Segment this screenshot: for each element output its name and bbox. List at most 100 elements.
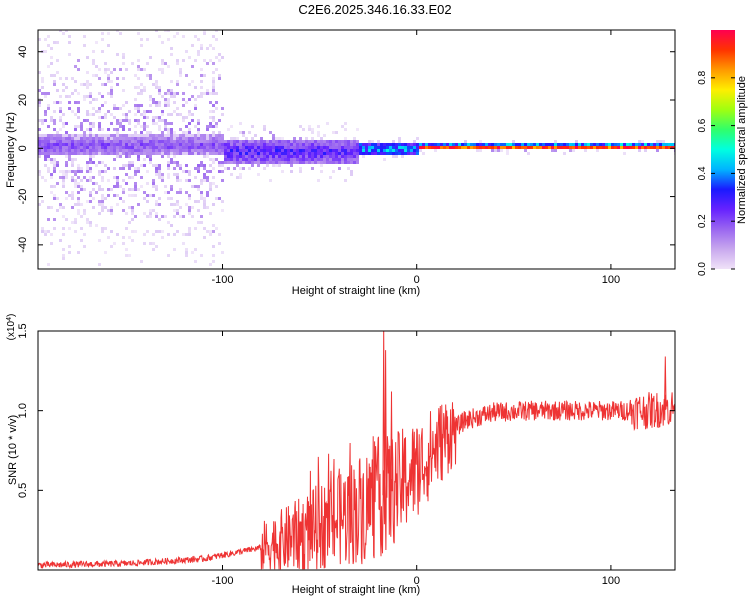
spectrogram-cell — [146, 194, 149, 197]
spectrogram-cell — [143, 140, 146, 143]
spectrogram-cell — [326, 158, 329, 161]
spectrogram-cell — [71, 143, 74, 146]
spectrogram-cell — [188, 152, 191, 155]
spectrogram-cell — [212, 134, 215, 137]
spectrogram-cell — [248, 131, 251, 134]
spectrogram-cell — [53, 80, 56, 83]
spectrogram-cell — [311, 149, 314, 152]
spectrogram-cell — [188, 98, 191, 101]
spectrogram-cell — [158, 125, 161, 128]
spectrogram-cell — [434, 146, 437, 149]
spectrogram-cell — [158, 197, 161, 200]
spectrogram-cell — [209, 158, 212, 161]
spectrogram-cell — [89, 95, 92, 98]
spectrogram-cell — [188, 122, 191, 125]
spectrogram-cell — [65, 137, 68, 140]
spectrogram-cell — [479, 143, 482, 146]
spectrogram-cell — [62, 215, 65, 218]
spectrogram-cell — [164, 119, 167, 122]
spectrogram-cell — [266, 146, 269, 149]
spectrogram-cell — [566, 143, 569, 146]
spectrogram-cell — [68, 137, 71, 140]
spectrogram-cell — [182, 35, 185, 38]
spectrogram-cell — [215, 143, 218, 146]
spectrogram-cell — [98, 110, 101, 113]
spectrogram-cell — [236, 143, 239, 146]
spectrogram-cell — [68, 155, 71, 158]
spectrogram-cell — [212, 143, 215, 146]
spectrogram-cell — [101, 203, 104, 206]
spectrogram-cell — [437, 146, 440, 149]
spectrogram-cell — [344, 155, 347, 158]
spectrogram-cell — [143, 191, 146, 194]
spectrogram-cell — [89, 149, 92, 152]
spectrogram-cell — [287, 140, 290, 143]
spectrogram-cell — [164, 62, 167, 65]
spectrogram-cell — [221, 251, 224, 254]
spectrogram-cell — [530, 146, 533, 149]
spectrogram-cell — [152, 194, 155, 197]
spectrogram-cell — [164, 30, 167, 32]
spectrogram-cell — [374, 152, 377, 155]
spectrogram-cell — [212, 182, 215, 185]
spectrogram-cell — [644, 146, 647, 149]
spectrogram-cell — [218, 119, 221, 122]
spectrogram-cell — [590, 146, 593, 149]
spectrogram-cell — [257, 149, 260, 152]
spectrogram-cell — [437, 143, 440, 146]
spectrogram-cell — [299, 146, 302, 149]
spectrogram-cell — [161, 113, 164, 116]
spectrogram-cell — [134, 170, 137, 173]
spectrogram-cell — [323, 140, 326, 143]
spectrogram-cell — [152, 242, 155, 245]
spectrogram-cell — [533, 146, 536, 149]
spectrogram-cell — [62, 173, 65, 176]
spectrogram-cell — [113, 140, 116, 143]
spectrogram-cell — [83, 44, 86, 47]
spectrogram-cell — [209, 152, 212, 155]
spectrogram-cell — [227, 167, 230, 170]
spectrogram-cell — [47, 167, 50, 170]
spectrogram-cell — [173, 92, 176, 95]
spectrogram-cell — [293, 143, 296, 146]
spectrogram-cell — [92, 137, 95, 140]
spectrogram-cell — [404, 143, 407, 146]
spectrogram-cell — [278, 146, 281, 149]
spectrogram-cell — [125, 155, 128, 158]
spectrogram-cell — [215, 152, 218, 155]
spectrogram-cell — [53, 137, 56, 140]
spectrogram-cell — [53, 146, 56, 149]
spectrogram-cell — [332, 158, 335, 161]
spectrogram-cell — [326, 161, 329, 164]
spectrogram-cell — [419, 146, 422, 149]
spectrogram-cell — [185, 203, 188, 206]
spectrogram-cell — [62, 206, 65, 209]
spectrogram-cell — [116, 182, 119, 185]
spectrogram-cell — [206, 194, 209, 197]
spectrogram-cell — [281, 161, 284, 164]
spectrogram-cell — [59, 140, 62, 143]
spectrogram-cell — [131, 62, 134, 65]
spectrogram-cell — [44, 146, 47, 149]
spectrogram-cell — [329, 140, 332, 143]
spectrogram-cell — [650, 143, 653, 146]
spectrogram-cell — [59, 203, 62, 206]
spectrogram-x-tick-label: 0 — [414, 274, 420, 286]
spectrogram-cell — [212, 119, 215, 122]
spectrogram-cell — [131, 149, 134, 152]
spectrogram-cell — [188, 173, 191, 176]
spectrogram-cell — [116, 176, 119, 179]
spectrogram-cell — [323, 143, 326, 146]
spectrogram-cell — [152, 233, 155, 236]
spectrogram-cell — [260, 155, 263, 158]
spectrogram-cell — [170, 146, 173, 149]
spectrogram-cell — [233, 152, 236, 155]
spectrogram-cell — [116, 83, 119, 86]
spectrogram-cell — [335, 143, 338, 146]
spectrogram-cell — [164, 185, 167, 188]
spectrogram-cell — [209, 263, 212, 266]
spectrogram-cell — [50, 56, 53, 59]
spectrogram-cell — [44, 110, 47, 113]
spectrogram-cell — [134, 173, 137, 176]
spectrogram-cell — [77, 107, 80, 110]
